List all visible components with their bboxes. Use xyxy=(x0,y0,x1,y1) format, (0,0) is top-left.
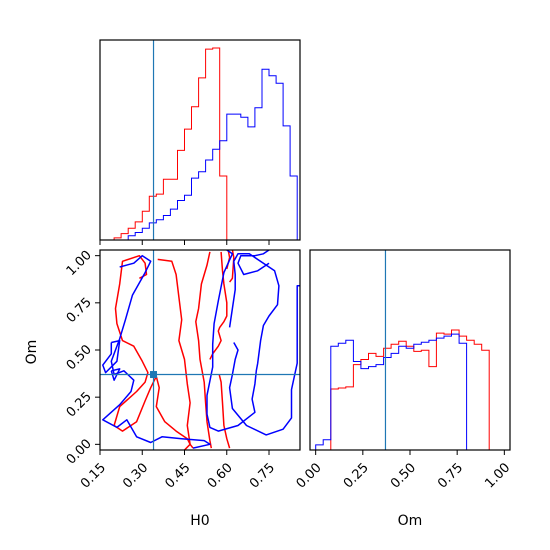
contour-3 xyxy=(209,251,228,360)
contour-1 xyxy=(157,258,194,449)
truth-marker xyxy=(150,371,158,379)
xlabel-h0: H0 xyxy=(190,513,209,529)
om-x-tick-label: 0.25 xyxy=(341,460,372,491)
panel-2d-h0-om: 0.15 0.30 0.45 0.60 0.75 0.00 0.25 0.50 0.75 1.00 xyxy=(64,248,301,492)
frame-hist-om xyxy=(309,249,511,451)
hist-om-series-1 xyxy=(310,333,505,450)
om-y-tick-label: 0.50 xyxy=(64,342,95,373)
contour-0 xyxy=(113,254,191,450)
contour-8 xyxy=(102,339,121,374)
contour-2 xyxy=(195,251,213,449)
xlabel-om: Om xyxy=(398,513,423,529)
contour-group xyxy=(102,250,300,450)
h0-x-tick-label: 0.60 xyxy=(205,460,236,491)
h0-x-tick-label: 0.15 xyxy=(78,460,109,491)
hist-om-group xyxy=(310,329,505,450)
om-y-tick-label: 0.75 xyxy=(64,295,95,326)
om-x-tick-label: 0.75 xyxy=(435,460,466,491)
contour-7 xyxy=(102,254,211,449)
contour-10 xyxy=(206,250,280,432)
om-y-tick-label: 1.00 xyxy=(64,248,95,279)
contour-12 xyxy=(237,250,270,276)
hist-h0-series-1 xyxy=(100,68,298,240)
om-x-tick-label: 0.00 xyxy=(294,460,325,491)
h0-x-tick-label: 0.30 xyxy=(120,460,151,491)
panel-hist-h0 xyxy=(99,39,301,245)
contour-11 xyxy=(228,285,300,436)
om-x-tick-label: 1.00 xyxy=(482,460,513,491)
h0-x-tick-label: 0.75 xyxy=(247,460,278,491)
ylabel-om: Om xyxy=(24,340,40,365)
contour-4 xyxy=(218,374,231,449)
om-y-tick-label: 0.00 xyxy=(64,437,95,468)
frame-hist-h0 xyxy=(99,39,301,241)
hist-h0-group xyxy=(100,47,298,240)
hist-h0-series-0 xyxy=(100,47,298,240)
panel-hist-om: 0.00 0.25 0.50 0.75 1.00 xyxy=(294,249,513,492)
om-x-tick-label: 0.50 xyxy=(388,460,419,491)
om-y-tick-label: 0.25 xyxy=(64,389,95,420)
h0-x-tick-label: 0.45 xyxy=(162,460,193,491)
